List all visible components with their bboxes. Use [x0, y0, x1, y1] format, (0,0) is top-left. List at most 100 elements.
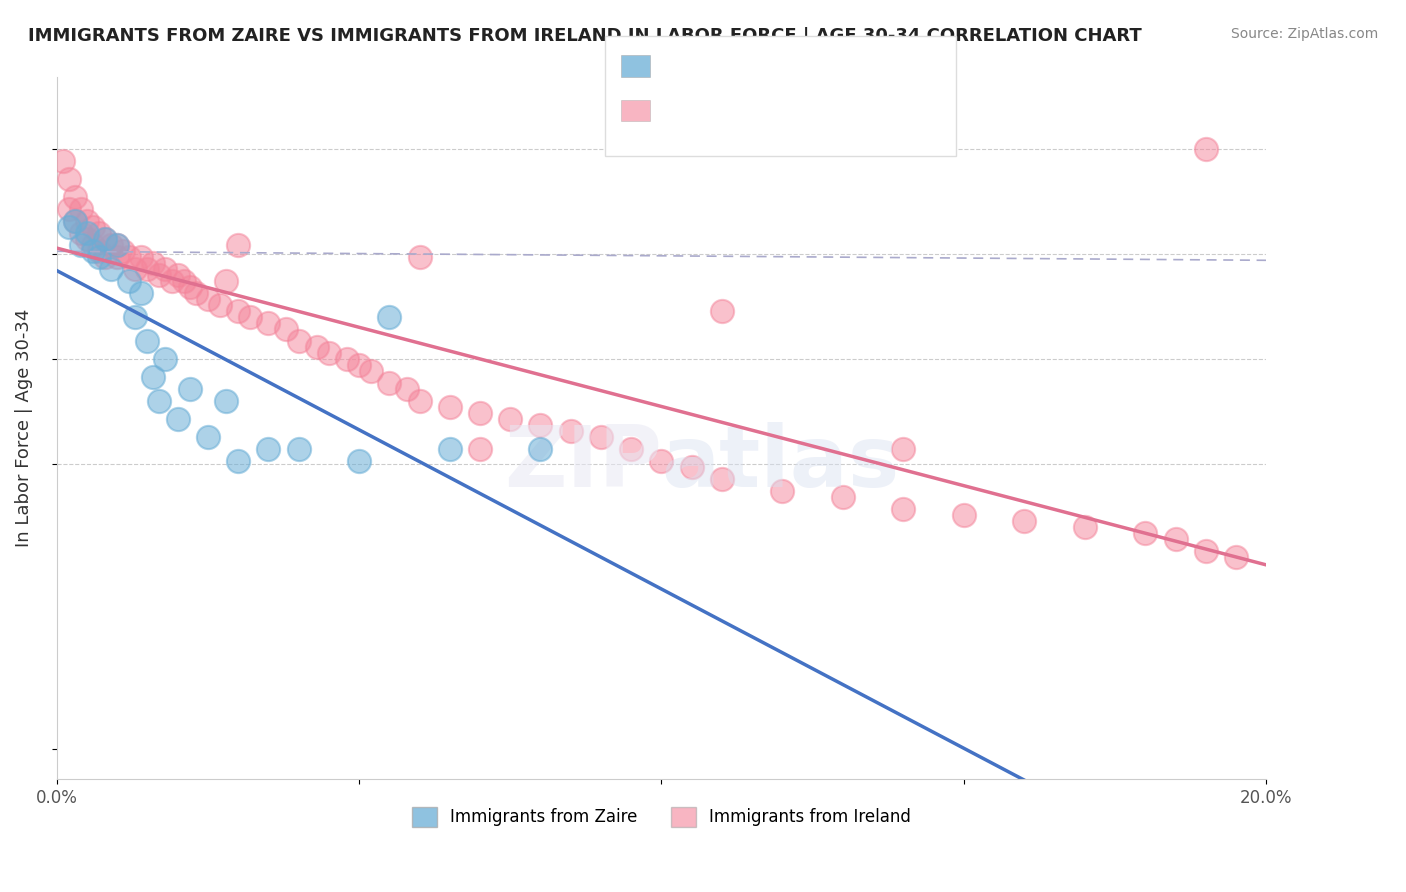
- Point: [76, 214, 98, 228]
- Point: [1074, 520, 1097, 534]
- Point: [347, 358, 370, 372]
- Point: [1135, 526, 1157, 541]
- Point: [408, 394, 430, 409]
- Point: [378, 376, 401, 391]
- Text: 27: 27: [806, 56, 831, 74]
- Point: [63, 214, 86, 228]
- Point: [179, 280, 201, 294]
- Point: [226, 454, 249, 468]
- Point: [893, 502, 915, 516]
- Point: [1164, 532, 1187, 546]
- Point: [396, 382, 419, 396]
- Point: [142, 370, 165, 384]
- Point: [953, 508, 976, 522]
- Point: [105, 238, 128, 252]
- Point: [650, 454, 672, 468]
- Point: [82, 220, 104, 235]
- Point: [560, 424, 582, 438]
- Point: [105, 238, 128, 252]
- Point: [468, 406, 491, 420]
- Point: [173, 274, 195, 288]
- Text: IMMIGRANTS FROM ZAIRE VS IMMIGRANTS FROM IRELAND IN LABOR FORCE | AGE 30-34 CORR: IMMIGRANTS FROM ZAIRE VS IMMIGRANTS FROM…: [28, 27, 1142, 45]
- Text: Source: ZipAtlas.com: Source: ZipAtlas.com: [1230, 27, 1378, 41]
- Point: [408, 250, 430, 264]
- Point: [336, 352, 359, 367]
- Point: [69, 227, 91, 241]
- Point: [94, 232, 117, 246]
- Point: [155, 262, 177, 277]
- Point: [208, 298, 231, 312]
- Text: atlas: atlas: [661, 422, 900, 505]
- Point: [69, 238, 91, 252]
- Point: [179, 382, 201, 396]
- Point: [105, 250, 128, 264]
- Point: [439, 442, 461, 457]
- Point: [82, 238, 104, 252]
- Point: [129, 286, 152, 301]
- Point: [710, 472, 733, 486]
- Text: R =: R =: [658, 101, 697, 119]
- Text: R =: R =: [658, 56, 697, 74]
- Point: [52, 154, 75, 169]
- Point: [87, 227, 110, 241]
- Point: [76, 227, 98, 241]
- Y-axis label: In Labor Force | Age 30-34: In Labor Force | Age 30-34: [15, 309, 32, 548]
- Point: [215, 394, 238, 409]
- Point: [439, 400, 461, 414]
- Point: [100, 238, 122, 252]
- Point: [360, 364, 382, 378]
- Point: [215, 274, 238, 288]
- Point: [239, 310, 262, 325]
- Legend: Immigrants from Zaire, Immigrants from Ireland: Immigrants from Zaire, Immigrants from I…: [405, 800, 918, 834]
- Point: [893, 442, 915, 457]
- Point: [184, 286, 207, 301]
- Point: [155, 352, 177, 367]
- Point: [76, 232, 98, 246]
- Point: [124, 262, 146, 277]
- Point: [287, 334, 309, 349]
- Point: [100, 262, 122, 277]
- Point: [142, 256, 165, 270]
- Point: [305, 340, 328, 354]
- Point: [499, 412, 522, 426]
- Point: [378, 310, 401, 325]
- Point: [166, 412, 188, 426]
- Point: [276, 322, 298, 336]
- Point: [87, 244, 110, 259]
- Point: [118, 250, 141, 264]
- Text: ZIP: ZIP: [503, 422, 661, 505]
- Point: [347, 454, 370, 468]
- Point: [257, 442, 280, 457]
- Point: [160, 274, 183, 288]
- Point: [118, 274, 141, 288]
- Text: N =: N =: [768, 101, 807, 119]
- Point: [589, 430, 612, 444]
- Point: [136, 334, 159, 349]
- Point: [94, 232, 117, 246]
- Point: [226, 238, 249, 252]
- Point: [87, 250, 110, 264]
- Point: [620, 442, 643, 457]
- Point: [1195, 142, 1218, 156]
- Text: 73: 73: [806, 101, 831, 119]
- Point: [197, 293, 219, 307]
- Point: [1225, 550, 1247, 565]
- Point: [257, 316, 280, 330]
- Point: [529, 418, 551, 433]
- Point: [148, 268, 170, 283]
- Point: [136, 262, 159, 277]
- Point: [58, 202, 80, 217]
- Point: [468, 442, 491, 457]
- Point: [287, 442, 309, 457]
- Point: [82, 244, 104, 259]
- Point: [772, 484, 794, 499]
- Point: [112, 244, 135, 259]
- Point: [124, 310, 146, 325]
- Point: [529, 442, 551, 457]
- Point: [226, 304, 249, 318]
- Point: [63, 190, 86, 204]
- Point: [1195, 544, 1218, 558]
- Point: [63, 214, 86, 228]
- Text: -0.044: -0.044: [697, 56, 762, 74]
- Point: [69, 202, 91, 217]
